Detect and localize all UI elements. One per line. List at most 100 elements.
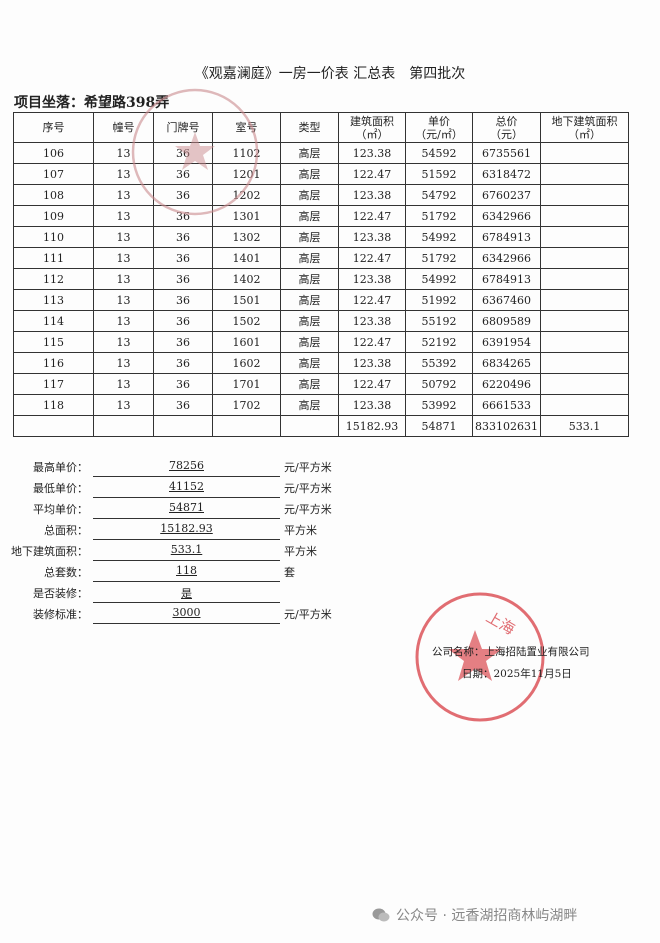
table-cell: 36 [153,352,213,374]
table-cell: 36 [153,268,213,290]
table-cell: 123.38 [338,394,406,416]
header-text: （㎡） [568,127,601,141]
table-cell: 123.38 [338,142,406,164]
header-text: 建筑面积 [350,114,394,128]
table-cell: 36 [153,373,213,395]
table-cell: 13 [93,268,154,290]
table-cell: 123.38 [338,310,406,332]
table-cell: 1601 [212,331,281,353]
summary-value: 118 [93,564,280,582]
header-text: 总价 [495,114,518,128]
table-cell: 13 [93,331,154,353]
table-row: 110 13 36 1302 高层 123.38 54992 6784913 [13,226,629,248]
price-table: 序号 幢号 门牌号 室号 类型 建筑面积 （㎡） 单价 （元/㎡） 总价 （元） 地下建筑面积 （㎡） … [13,112,629,437]
table-cell: 114 [13,310,94,332]
table-cell: 51792 [405,247,473,269]
table-cell: 122.47 [338,247,406,269]
table-cell: 6809589 [472,310,541,332]
summary-row: 平均单价： 54871 元/平方米 [0,499,400,520]
table-cell: 高层 [280,226,339,248]
table-row: 109 13 36 1301 高层 122.47 51792 6342966 [13,205,629,227]
table-cell: 1702 [212,394,281,416]
table-cell: 54992 [405,268,473,290]
table-cell: 1701 [212,373,281,395]
summary-unit: 元/平方米 [284,461,332,474]
summary-label: 总套数： [44,566,88,579]
summary-value-text: 118 [176,564,197,577]
table-cell: 118 [13,394,94,416]
table-cell [540,289,629,311]
watermark: 公众号 · 远香湖招商林屿湖畔 [372,905,577,925]
table-cell: 高层 [280,142,339,164]
table-cell: 115 [13,331,94,353]
table-cell: 13 [93,184,154,206]
table-cell: 1202 [212,184,281,206]
header-text: （㎡） [355,127,389,141]
table-cell: 6391954 [472,331,541,353]
column-header: 单价 （元/㎡） [405,112,473,143]
table-cell: 6760237 [472,184,541,206]
table-cell: 6342966 [472,205,541,227]
table-cell: 55392 [405,352,473,374]
table-row: 117 13 36 1701 高层 122.47 50792 6220496 [13,373,629,395]
table-cell: 117 [13,373,94,395]
summary-row: 最高单价： 78256 元/平方米 [0,457,400,478]
table-cell: 高层 [280,394,339,416]
summary-value-text: 是 [181,587,192,600]
wechat-icon [372,908,390,922]
table-cell: 123.38 [338,226,406,248]
summary-label: 总面积： [44,524,88,537]
table-cell: 113 [13,289,94,311]
table-cell: 6220496 [472,373,541,395]
column-header: 室号 [212,112,281,143]
column-header: 序号 [13,112,94,143]
summary-label: 是否装修： [33,587,88,600]
table-cell: 36 [153,331,213,353]
table-cell: 6367460 [472,289,541,311]
header-text: （元/㎡） [415,127,463,141]
summary-value-text: 41152 [169,480,204,493]
column-header: 地下建筑面积 （㎡） [540,112,629,143]
column-header: 幢号 [93,112,154,143]
document-title: 《观嘉澜庭》一房一价表 汇总表 第四批次 [194,66,466,82]
summary-value-text: 78256 [169,459,204,472]
table-cell: 15182.93 [338,415,406,437]
table-cell: 高层 [280,268,339,290]
table-row: 116 13 36 1602 高层 123.38 55392 6834265 [13,352,629,374]
summary-value-text: 3000 [172,606,201,619]
table-cell: 1402 [212,268,281,290]
table-cell: 6342966 [472,247,541,269]
table-cell [540,184,629,206]
table-cell: 13 [93,394,154,416]
column-header: 总价 （元） [472,112,541,143]
table-cell: 13 [93,352,154,374]
table-cell: 533.1 [540,415,629,437]
header-text: 单价 [428,114,450,128]
table-cell [540,352,629,374]
watermark-text: 公众号 · 远香湖招商林屿湖畔 [396,908,578,924]
table-cell: 53992 [405,394,473,416]
svg-text:上海: 上海 [483,608,518,639]
table-cell: 高层 [280,184,339,206]
table-cell: 110 [13,226,94,248]
table-cell: 122.47 [338,205,406,227]
summary-unit: 元/平方米 [284,482,332,495]
summary-row: 是否装修： 是 [0,583,400,604]
table-cell: 36 [153,310,213,332]
table-cell: 116 [13,352,94,374]
company-seal-stamp: 上海 [415,592,545,722]
table-cell: 6784913 [472,268,541,290]
table-cell: 54871 [405,415,473,437]
table-cell: 109 [13,205,94,227]
table-cell: 36 [153,184,213,206]
table-cell: 51592 [405,163,473,185]
table-cell: 高层 [280,163,339,185]
summary-value: 是 [93,585,280,603]
table-cell: 36 [153,226,213,248]
table-row: 114 13 36 1502 高层 123.38 55192 6809589 [13,310,629,332]
table-cell: 6834265 [472,352,541,374]
table-cell [540,268,629,290]
summary-value: 54871 [93,501,280,519]
summary-value-text: 54871 [169,501,204,514]
